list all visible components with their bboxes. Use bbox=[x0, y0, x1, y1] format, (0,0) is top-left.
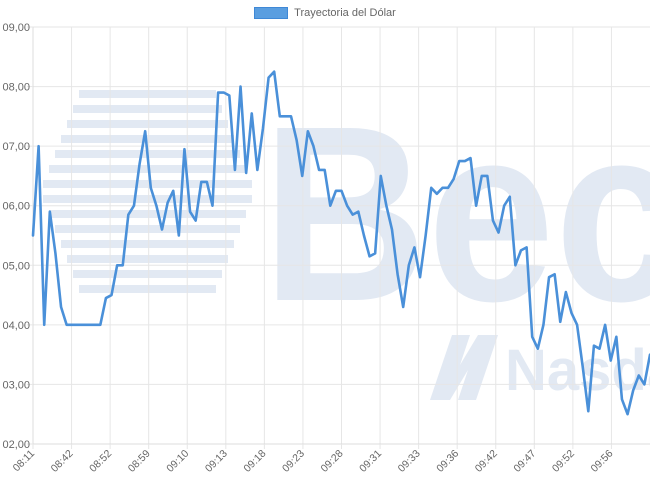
x-tick-label: 09:13 bbox=[203, 448, 230, 475]
x-tick-label: 09:28 bbox=[319, 448, 346, 475]
x-tick-label: 09:47 bbox=[511, 448, 538, 475]
watermark-n-icon bbox=[430, 335, 498, 400]
watermark-stripe bbox=[79, 285, 216, 293]
series-line[interactable] bbox=[31, 70, 650, 416]
x-tick-label: 09:10 bbox=[164, 448, 191, 475]
x-tick-label: 08:42 bbox=[49, 448, 76, 475]
x-tick-label: 09:33 bbox=[396, 448, 423, 475]
watermark-stripe bbox=[49, 165, 246, 173]
y-tick-label: 06,00 bbox=[2, 201, 30, 213]
watermark-stripe bbox=[73, 105, 222, 113]
watermark-stripe bbox=[55, 225, 240, 233]
legend-swatch bbox=[254, 7, 289, 19]
chart-series bbox=[31, 70, 650, 416]
x-axis-ticks: 08:11 08:42 08:52 08:59 09:10 09:13 09:18 09:23… bbox=[11, 444, 616, 475]
x-tick-label: 09:31 bbox=[357, 448, 384, 475]
x-tick-label: 09:23 bbox=[280, 448, 307, 475]
x-tick-label: 09:52 bbox=[550, 448, 577, 475]
x-tick-label: 08:59 bbox=[126, 448, 153, 475]
x-tick-label: 09:56 bbox=[588, 448, 615, 475]
y-axis-ticks: 02,00 03,00 04,00 05,00 06,00 07,00 08,00 09,00 bbox=[2, 22, 33, 451]
x-tick-label: 09:36 bbox=[434, 448, 461, 475]
watermark-stripe bbox=[61, 240, 234, 248]
watermark-stripe bbox=[49, 210, 246, 218]
y-tick-label: 08,00 bbox=[2, 82, 30, 94]
watermark-stripe bbox=[79, 90, 216, 98]
watermark-globe-icon bbox=[43, 90, 252, 293]
chart-legend[interactable]: Trayectoria del Dólar bbox=[0, 7, 650, 19]
watermark-stripe bbox=[43, 180, 252, 188]
y-tick-label: 09,00 bbox=[2, 22, 30, 34]
x-tick-label: 09:42 bbox=[473, 448, 500, 475]
y-tick-label: 02,00 bbox=[2, 439, 30, 451]
watermark-logo: Bec Nasdaq bbox=[43, 74, 650, 403]
y-tick-label: 03,00 bbox=[2, 379, 30, 391]
watermark-text: Bec bbox=[262, 74, 650, 353]
x-tick-label: 08:11 bbox=[11, 448, 38, 475]
y-tick-label: 07,00 bbox=[2, 141, 30, 153]
watermark-stripe bbox=[61, 135, 234, 143]
watermark-stripe bbox=[73, 270, 222, 278]
watermark-stripe bbox=[43, 195, 252, 203]
watermark-stripe bbox=[67, 255, 228, 263]
x-tick-label: 08:52 bbox=[87, 448, 114, 475]
legend-label: Trayectoria del Dólar bbox=[294, 7, 396, 19]
watermark-subtext: Nasdaq bbox=[505, 338, 650, 403]
x-tick-label: 09:18 bbox=[241, 448, 268, 475]
watermark-stripe bbox=[67, 120, 228, 128]
y-tick-label: 05,00 bbox=[2, 260, 30, 272]
y-tick-label: 04,00 bbox=[2, 320, 30, 332]
